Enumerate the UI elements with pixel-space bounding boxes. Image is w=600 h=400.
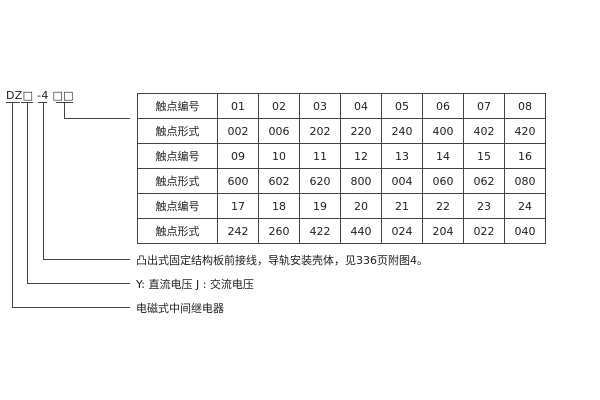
row-label: 触点形式 <box>137 168 218 194</box>
table-row: 触点编号 09 10 11 12 13 14 15 16 <box>137 143 546 169</box>
table-cell: 204 <box>422 218 464 244</box>
table-cell: 062 <box>463 168 505 194</box>
table-cell: 18 <box>258 193 300 219</box>
table-row: 触点形式 600 602 620 800 004 060 062 080 <box>137 168 546 194</box>
table-cell: 15 <box>463 143 505 169</box>
table-cell: 202 <box>299 118 341 144</box>
note-structure: 凸出式固定结构板前接线，导轨安装壳体，见336页附图4。 <box>136 254 428 267</box>
row-label: 触点编号 <box>137 143 218 169</box>
table-cell: 24 <box>504 193 546 219</box>
table-cell: 08 <box>504 93 546 119</box>
table-cell: 022 <box>463 218 505 244</box>
leader-contact <box>64 102 130 119</box>
table-cell: 402 <box>463 118 505 144</box>
table-cell: 400 <box>422 118 464 144</box>
table-cell: 04 <box>340 93 382 119</box>
table-cell: 03 <box>299 93 341 119</box>
note-voltage: Y: 直流电压 J : 交流电压 <box>136 278 254 291</box>
table-cell: 004 <box>381 168 423 194</box>
table-cell: 01 <box>217 93 259 119</box>
table-cell: 440 <box>340 218 382 244</box>
table-row: 触点编号 01 02 03 04 05 06 07 08 <box>137 93 546 119</box>
table-cell: 080 <box>504 168 546 194</box>
table-cell: 11 <box>299 143 341 169</box>
row-label: 触点编号 <box>137 193 218 219</box>
table-cell: 17 <box>217 193 259 219</box>
row-label: 触点形式 <box>137 218 218 244</box>
table-cell: 040 <box>504 218 546 244</box>
table-cell: 002 <box>217 118 259 144</box>
leader-relay <box>12 102 130 308</box>
table-row: 触点形式 242 260 422 440 024 204 022 040 <box>137 218 546 244</box>
table-cell: 14 <box>422 143 464 169</box>
table-row: 触点编号 17 18 19 20 21 22 23 24 <box>137 193 546 219</box>
table-cell: 21 <box>381 193 423 219</box>
table-cell: 006 <box>258 118 300 144</box>
table-row: 触点形式 002 006 202 220 240 400 402 420 <box>137 118 546 144</box>
table-cell: 09 <box>217 143 259 169</box>
table-cell: 024 <box>381 218 423 244</box>
table-cell: 800 <box>340 168 382 194</box>
table-cell: 10 <box>258 143 300 169</box>
table-cell: 242 <box>217 218 259 244</box>
table-cell: 20 <box>340 193 382 219</box>
leader-structure <box>43 102 130 260</box>
table-cell: 12 <box>340 143 382 169</box>
table-cell: 05 <box>381 93 423 119</box>
table-cell: 060 <box>422 168 464 194</box>
table-cell: 240 <box>381 118 423 144</box>
table-cell: 422 <box>299 218 341 244</box>
table-cell: 260 <box>258 218 300 244</box>
contact-table: 触点编号 01 02 03 04 05 06 07 08 触点形式 002 006 202 220 240 4… <box>137 93 546 244</box>
table-cell: 06 <box>422 93 464 119</box>
leader-voltage <box>27 102 130 284</box>
table-cell: 23 <box>463 193 505 219</box>
table-cell: 02 <box>258 93 300 119</box>
table-cell: 07 <box>463 93 505 119</box>
table-cell: 19 <box>299 193 341 219</box>
model-code: DZ□ -4 □□ <box>6 89 74 102</box>
row-label: 触点形式 <box>137 118 218 144</box>
note-relay-type: 电磁式中间继电器 <box>136 302 224 315</box>
row-label: 触点编号 <box>137 93 218 119</box>
table-cell: 16 <box>504 143 546 169</box>
table-cell: 420 <box>504 118 546 144</box>
table-cell: 13 <box>381 143 423 169</box>
table-cell: 600 <box>217 168 259 194</box>
table-cell: 22 <box>422 193 464 219</box>
table-cell: 620 <box>299 168 341 194</box>
table-cell: 602 <box>258 168 300 194</box>
table-cell: 220 <box>340 118 382 144</box>
